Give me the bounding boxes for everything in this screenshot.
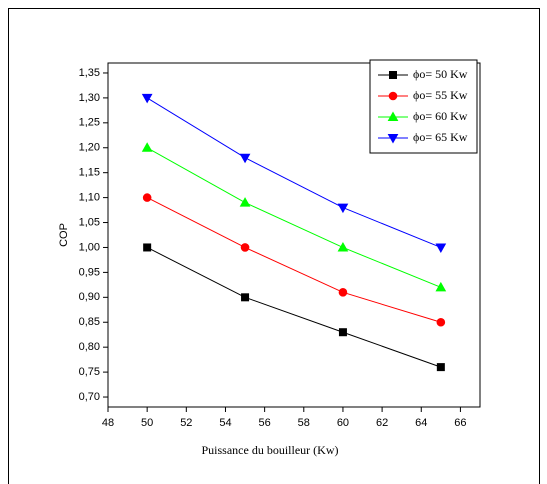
y-axis-label: COP — [58, 223, 70, 247]
marker — [435, 281, 447, 292]
marker — [241, 293, 250, 302]
marker — [338, 288, 348, 297]
y-tick-label: 0,85 — [79, 316, 100, 328]
legend-label: ϕo= 60 Kw — [413, 109, 468, 123]
series-line — [146, 247, 442, 368]
y-tick-label: 0,80 — [79, 341, 100, 353]
y-tick-label: 1,05 — [79, 216, 100, 228]
y-tick-label: 0,70 — [79, 391, 100, 403]
x-tick-label: 66 — [454, 417, 466, 429]
y-tick-label: 1,30 — [79, 92, 100, 104]
legend-marker — [387, 134, 399, 144]
x-axis-label: Puissance du bouilleur (Kw) — [202, 443, 339, 457]
series-line — [146, 97, 442, 248]
marker — [240, 243, 250, 252]
x-tick-label: 50 — [141, 417, 153, 429]
series-line — [146, 147, 442, 288]
y-tick-label: 0,75 — [79, 366, 100, 378]
marker — [435, 243, 447, 253]
y-tick-label: 1,20 — [79, 142, 100, 154]
series-line — [146, 197, 441, 323]
y-tick-label: 1,00 — [79, 241, 100, 253]
legend-label: ϕo= 65 Kw — [413, 130, 468, 144]
x-tick-label: 54 — [219, 417, 231, 429]
marker — [337, 203, 349, 214]
y-tick-label: 1,10 — [79, 192, 100, 204]
y-tick-label: 1,35 — [79, 67, 100, 79]
legend-marker — [387, 111, 399, 121]
plot-area — [107, 62, 481, 408]
x-tick-label: 48 — [102, 417, 114, 429]
frame — [8, 8, 540, 484]
legend-marker — [389, 71, 397, 79]
legend-label: ϕo= 55 Kw — [413, 88, 468, 102]
x-tick-label: 64 — [415, 417, 427, 429]
marker — [141, 93, 153, 104]
marker — [337, 241, 349, 252]
x-tick-label: 56 — [259, 417, 271, 429]
y-tick-label: 0,95 — [79, 266, 100, 278]
marker — [436, 363, 445, 372]
y-tick-label: 0,90 — [79, 291, 100, 303]
marker — [142, 193, 152, 202]
x-tick-label: 62 — [376, 417, 388, 429]
marker — [239, 197, 251, 207]
marker — [141, 142, 153, 152]
y-tick-label: 1,15 — [79, 167, 100, 179]
marker — [239, 153, 251, 164]
x-tick-label: 60 — [337, 417, 349, 429]
marker — [436, 317, 446, 327]
x-tick-label: 52 — [180, 417, 192, 429]
y-tick-label: 1,25 — [79, 117, 100, 129]
x-tick-label: 58 — [298, 417, 310, 429]
marker — [143, 243, 152, 252]
legend-marker — [388, 91, 398, 101]
legend-label: ϕo= 50 Kw — [413, 67, 468, 81]
marker — [338, 328, 347, 337]
